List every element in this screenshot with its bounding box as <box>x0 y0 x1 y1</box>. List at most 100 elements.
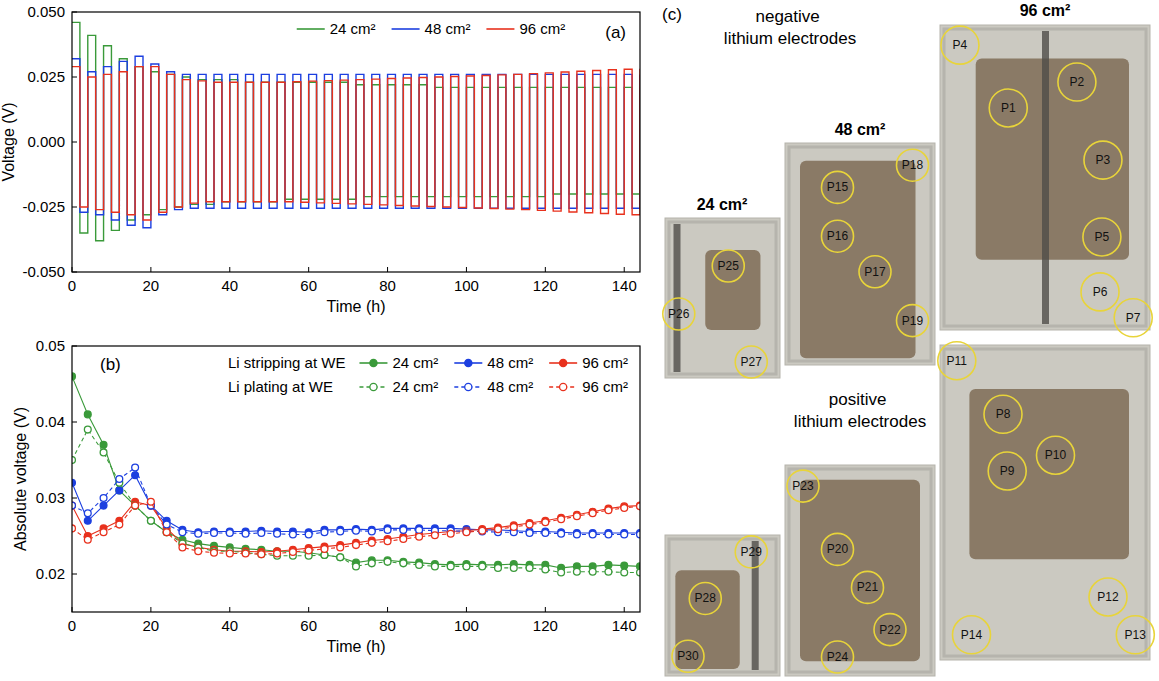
y-tick-label: -0.025 <box>22 198 65 215</box>
legend-label: 96 cm² <box>582 354 628 371</box>
marker <box>289 548 296 555</box>
marker <box>510 565 517 572</box>
x-tick-label: 140 <box>612 277 637 294</box>
electrode-sheet <box>940 25 1150 330</box>
marker <box>147 517 154 524</box>
marker <box>495 526 502 533</box>
marker <box>526 521 533 528</box>
marker <box>416 533 423 540</box>
y-axis-title: Absolute voltage (V) <box>12 407 29 551</box>
cycled-area <box>675 570 739 669</box>
row-title-line: lithium electrodes <box>794 412 926 431</box>
spot-label: P12 <box>1097 590 1119 604</box>
electrode-rim <box>669 222 776 374</box>
x-tick <box>150 607 151 612</box>
electrode-photo: P15P16P17P18P19 <box>785 143 935 365</box>
electrode-rim <box>944 349 1146 656</box>
x-tick <box>387 267 388 272</box>
marker <box>542 530 549 537</box>
spot-label: P28 <box>695 591 717 605</box>
row-title-line: negative <box>756 7 825 26</box>
x-tick-label: 140 <box>612 617 637 634</box>
panel-label: (b) <box>100 355 121 374</box>
marker <box>526 565 533 572</box>
marker <box>337 544 344 551</box>
marker <box>573 531 580 538</box>
measurement-spot <box>689 582 721 614</box>
marker <box>337 554 344 561</box>
x-tick-label: 100 <box>454 277 479 294</box>
marker <box>384 558 391 565</box>
marker <box>289 531 296 538</box>
plot-marks <box>72 373 640 576</box>
marker <box>258 530 265 537</box>
marker <box>163 529 170 536</box>
x-tick <box>308 267 309 272</box>
electrode-photo: P8P9P10P11P12P13P14 <box>938 342 1155 660</box>
figure: 020406080100120140-0.050-0.0250.0000.025… <box>0 0 1159 681</box>
marker <box>416 527 423 534</box>
measurement-spot <box>1114 299 1152 337</box>
marker <box>558 530 565 537</box>
spot-label: P23 <box>792 479 814 493</box>
electrode-photo: P25P26P27 <box>663 218 780 378</box>
legend-label: 48 cm² <box>425 20 471 37</box>
x-tick-label: 0 <box>68 617 76 634</box>
plot-frame <box>72 346 640 612</box>
marker <box>132 464 139 471</box>
background <box>0 0 1159 681</box>
current-collector-tab <box>1042 31 1049 324</box>
marker <box>463 529 470 536</box>
marker <box>510 523 517 530</box>
marker <box>431 563 438 570</box>
y-tick <box>72 498 77 499</box>
marker <box>100 495 107 502</box>
legend-label: 96 cm² <box>519 20 565 37</box>
spot-label: P29 <box>741 545 763 559</box>
spot-label: P14 <box>961 628 983 642</box>
marker <box>321 546 328 553</box>
legend: 24 cm²48 cm²96 cm² <box>297 20 566 37</box>
legend-marker <box>465 383 472 390</box>
legend-marker <box>560 359 567 366</box>
electrode-photo: P28P29P30 <box>665 535 780 676</box>
electrode-rim <box>669 539 776 672</box>
y-tick-label: 0.025 <box>27 68 65 85</box>
marker <box>400 536 407 543</box>
marker <box>479 563 486 570</box>
measurement-spot <box>663 298 695 330</box>
marker <box>84 517 91 524</box>
spot-label: P13 <box>1125 628 1147 642</box>
measurement-spot <box>941 26 979 64</box>
x-tick <box>308 607 309 612</box>
x-tick <box>624 607 625 612</box>
spot-label: P25 <box>718 259 740 273</box>
cycled-area <box>705 250 760 330</box>
marker <box>226 530 233 537</box>
current-collector-tab <box>752 541 759 670</box>
marker <box>132 502 139 509</box>
spot-label: P2 <box>1070 75 1085 89</box>
marker <box>431 532 438 539</box>
y-tick-label: 0.050 <box>27 3 65 20</box>
x-tick-label: 40 <box>221 277 238 294</box>
series-line <box>72 56 640 228</box>
row-title: negative lithium electrodes <box>724 7 856 48</box>
marker <box>211 530 218 537</box>
measurement-spot <box>852 571 884 603</box>
marker <box>163 529 170 536</box>
y-tick-label: 0.000 <box>27 133 65 150</box>
spot-label: P22 <box>879 623 901 637</box>
marker <box>132 502 139 509</box>
legend-marker <box>560 383 567 390</box>
series-line <box>72 430 640 573</box>
electrode-photo: P1P2P3P4P5P6P7 <box>940 25 1152 337</box>
spot-label: P16 <box>827 229 849 243</box>
marker <box>463 563 470 570</box>
marker <box>573 513 580 520</box>
marker <box>179 544 186 551</box>
marker <box>416 561 423 568</box>
electrode-sheet <box>785 143 935 365</box>
marker <box>479 528 486 535</box>
electrode-size: 24 cm² <box>697 196 748 213</box>
